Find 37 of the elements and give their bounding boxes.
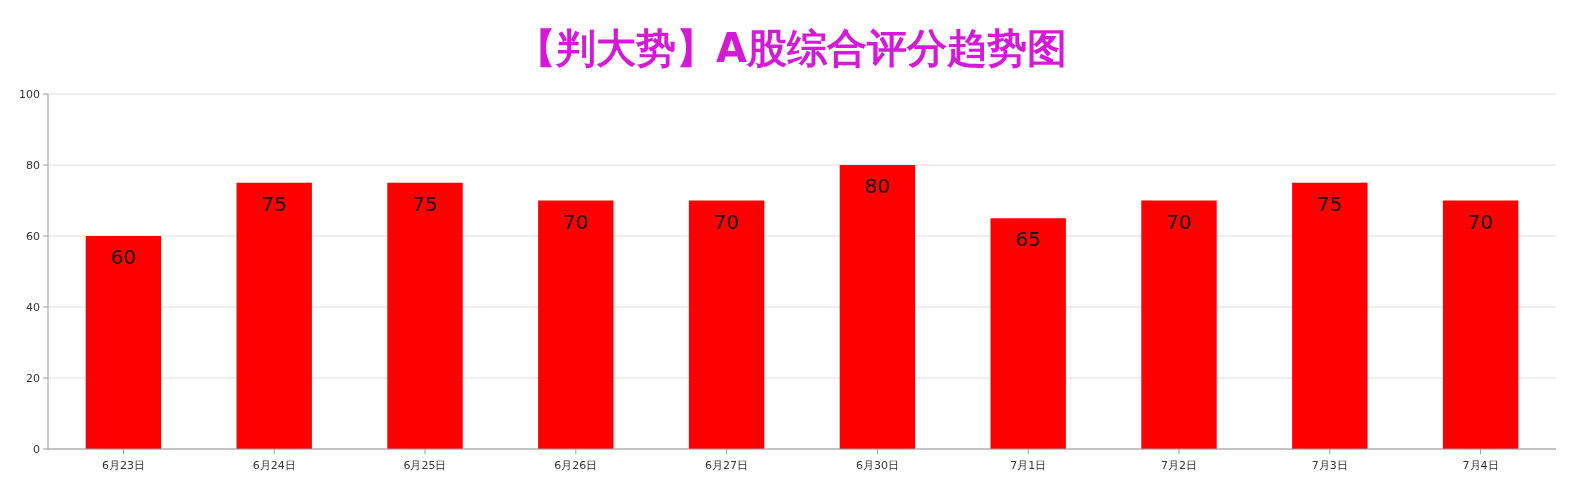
bar: [688, 200, 765, 449]
data-label: 75: [1317, 191, 1343, 216]
x-tick-label: 7月3日: [1311, 459, 1348, 472]
x-tick-label: 6月30日: [855, 459, 899, 472]
bar: [85, 236, 162, 449]
y-tick-label: 40: [26, 301, 40, 314]
bar: [1292, 182, 1368, 449]
bar: [839, 165, 916, 449]
data-label: 70: [713, 209, 740, 234]
y-tick-label: 80: [26, 159, 40, 172]
data-label: 70: [1467, 209, 1494, 234]
data-label: 70: [1166, 209, 1192, 234]
data-label: 75: [261, 191, 287, 216]
bar: [1442, 200, 1519, 449]
bar: [387, 182, 463, 449]
bar: [236, 182, 312, 449]
y-tick-label: 20: [26, 372, 40, 385]
bar: [1141, 200, 1217, 449]
x-tick-label: 7月4日: [1462, 459, 1499, 472]
data-label: 75: [412, 191, 438, 216]
x-tick-label: 6月24日: [252, 459, 296, 472]
y-tick-label: 100: [19, 88, 40, 101]
x-tick-label: 6月23日: [101, 459, 145, 472]
x-tick-label: 6月27日: [705, 459, 749, 472]
chart-title: 【判大势】A股综合评分趋势图: [516, 25, 1067, 71]
y-tick-label: 60: [26, 230, 40, 243]
data-label: 70: [563, 209, 589, 234]
bar: [990, 218, 1066, 449]
data-label: 65: [1015, 227, 1041, 252]
y-tick-label: 0: [33, 443, 40, 456]
data-label: 80: [864, 174, 891, 198]
x-tick-label: 7月1日: [1010, 459, 1047, 472]
x-tick-label: 6月25日: [403, 459, 447, 472]
x-tick-label: 7月2日: [1161, 459, 1197, 472]
x-tick-label: 6月26日: [554, 459, 598, 472]
bar: [538, 200, 614, 449]
data-label: 60: [110, 245, 137, 269]
